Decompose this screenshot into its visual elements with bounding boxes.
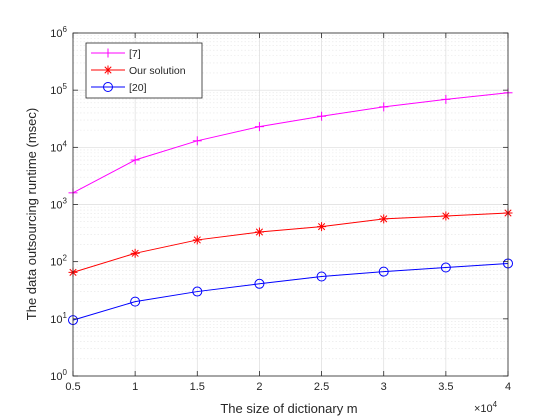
- x-tick-label: 4: [505, 381, 511, 393]
- y-tick-label: 105: [50, 82, 67, 97]
- data-point-series-0: [254, 122, 264, 132]
- legend-label-2: [20]: [129, 82, 147, 94]
- x-tick-label: 1.5: [190, 381, 205, 393]
- y-tick-label: 104: [50, 139, 67, 154]
- data-point-series-0: [379, 102, 389, 112]
- data-point-series-1: [317, 222, 327, 232]
- data-point-series-1: [441, 211, 451, 221]
- legend-marker-1: [103, 65, 113, 75]
- legend-marker-0: [103, 48, 113, 58]
- y-axis-label: The data outsourcing runtime (msec): [24, 108, 39, 320]
- y-tick-label: 100: [50, 368, 67, 383]
- y-tick-label: 106: [50, 25, 67, 40]
- data-point-series-2: [192, 286, 203, 297]
- data-point-series-1: [379, 214, 389, 224]
- series-line-0: [72, 92, 509, 194]
- y-tick-label: 103: [50, 197, 67, 212]
- x-multiplier: ×104: [474, 400, 498, 415]
- y-tick-label: 102: [50, 254, 67, 269]
- data-point-series-2: [440, 262, 451, 273]
- data-point-series-0: [317, 111, 327, 121]
- x-multiplier-exp: 4: [493, 400, 498, 409]
- data-point-series-1: [254, 227, 264, 237]
- x-tick-label: 2: [256, 381, 262, 393]
- data-point-series-2: [378, 266, 389, 277]
- series-line-2: [72, 262, 509, 321]
- legend-marker-2: [103, 82, 113, 92]
- x-tick-label: 3.5: [438, 381, 453, 393]
- data-point-series-0: [441, 94, 451, 104]
- data-point-series-0: [130, 155, 140, 165]
- x-tick-label: 3: [381, 381, 387, 393]
- ticks: [72, 32, 509, 377]
- x-tick-label: 0.5: [65, 381, 80, 393]
- legend-label-1: Our solution: [129, 65, 186, 77]
- legend: [7] Our solution [20]: [85, 42, 203, 99]
- x-axis-label: The size of dictionary m: [220, 401, 357, 416]
- data-point-series-1: [130, 248, 140, 258]
- y-tick-labels: 100 101 102 103 104 105 106: [50, 25, 67, 383]
- series-line-1: [72, 212, 509, 273]
- data-point-series-0: [192, 136, 202, 146]
- data-point-series-2: [254, 278, 265, 289]
- series-layer: [68, 88, 513, 326]
- x-tick-labels: 0.5 1 1.5 2 2.5 3 3.5 4: [65, 381, 511, 393]
- legend-label-0: [7]: [129, 48, 141, 60]
- x-multiplier-base: ×10: [474, 403, 493, 415]
- data-point-series-1: [192, 235, 202, 245]
- data-point-series-2: [130, 296, 141, 307]
- data-point-series-2: [316, 271, 327, 282]
- x-tick-label: 1: [132, 381, 138, 393]
- x-tick-label: 2.5: [314, 381, 329, 393]
- y-tick-label: 101: [50, 311, 67, 326]
